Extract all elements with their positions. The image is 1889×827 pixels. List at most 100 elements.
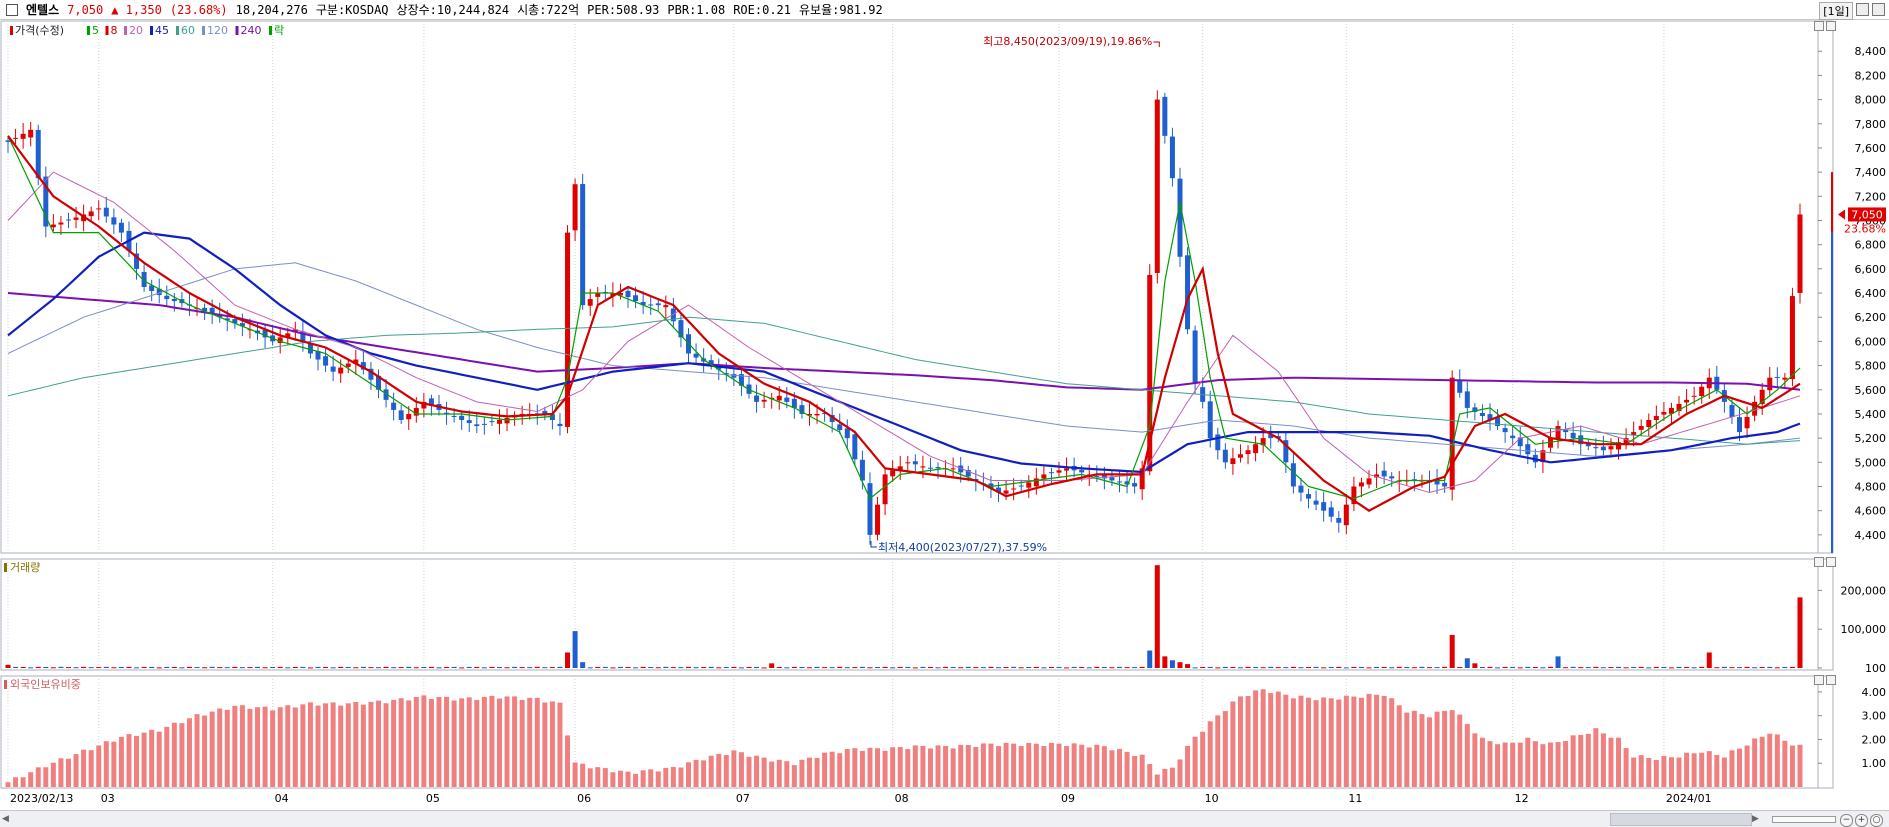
price-tick-label: 5,800: [1855, 360, 1887, 373]
foreign-ratio-bar: [186, 718, 192, 787]
pane-minimize-icon[interactable]: [1814, 21, 1824, 31]
candle-body: [1185, 255, 1191, 330]
candle-body: [428, 398, 434, 406]
candle-body: [103, 207, 109, 217]
volume-bar: [844, 667, 850, 669]
moving-average-ma120: [7, 262, 1801, 457]
candle-body: [565, 232, 571, 427]
volume-bar: [1676, 666, 1682, 668]
period-selector[interactable]: [1일]: [1819, 2, 1853, 20]
foreign-ratio-bar: [1132, 755, 1138, 787]
price-tick-label: 6,000: [1855, 335, 1887, 348]
candle-body: [1578, 435, 1584, 445]
volume-bar: [912, 667, 918, 669]
scroll-thumb[interactable]: [1610, 813, 1752, 826]
candle-body: [1351, 486, 1357, 505]
volume-bar: [1691, 667, 1697, 669]
foreign-ratio-bar: [1668, 757, 1674, 787]
candle-body: [323, 356, 329, 366]
volume-pane-minimize-icon[interactable]: [1814, 557, 1824, 567]
candle-body: [905, 462, 911, 464]
volume-bar: [81, 666, 87, 668]
foreign-ratio-bar: [1646, 757, 1652, 787]
legend-swatch: [269, 26, 272, 35]
horizontal-scrollbar[interactable]: ◀ ▶ − + ○: [0, 810, 1889, 827]
zoom-slider[interactable]: [1772, 816, 1836, 823]
candle-body: [1358, 482, 1364, 487]
foreign-ratio-bar: [1706, 751, 1712, 787]
foreign-ratio-bar: [398, 698, 404, 787]
foreign-ratio-bar: [958, 744, 964, 787]
volume-bar: [1215, 667, 1221, 669]
volume-bar: [1623, 667, 1629, 669]
volume-bar: [5, 664, 11, 668]
foreign-pane-minimize-icon[interactable]: [1814, 675, 1824, 685]
volume-bar: [1714, 667, 1720, 669]
foreign-ratio-bar: [35, 767, 41, 787]
volume-bar: [1547, 666, 1553, 668]
select-checkbox[interactable]: [6, 3, 18, 16]
volume-bar: [164, 666, 170, 668]
stock-info-bar: 엔텔스 7,050 ▲ 1,350 (23.68%) 18,204,276 구분…: [0, 0, 1889, 20]
foreign-ratio-bar: [126, 734, 132, 787]
candle-body: [134, 253, 140, 269]
foreign-ratio-bar: [217, 708, 223, 787]
volume-bar: [1018, 667, 1024, 669]
foreign-ratio-bar: [81, 749, 87, 787]
foreign-ratio-bar: [1729, 750, 1735, 787]
foreign-ratio-bar: [897, 747, 903, 787]
volume-bar: [859, 666, 865, 668]
foreign-ratio-bar: [912, 745, 918, 787]
zoom-in-icon[interactable]: +: [1855, 814, 1868, 827]
candle-body: [1457, 379, 1463, 393]
candle-body: [912, 461, 918, 465]
foreign-ratio-bar: [466, 697, 472, 787]
foreign-tick-label: 1.00: [1862, 757, 1887, 770]
zoom-out-icon[interactable]: −: [1840, 814, 1853, 827]
candle-body: [822, 413, 828, 415]
volume-bar: [935, 667, 941, 669]
foreign-ratio-bar: [232, 705, 238, 787]
zoom-reset-icon[interactable]: ○: [1870, 814, 1883, 827]
candle-body: [474, 424, 480, 427]
foreign-pane-close-icon[interactable]: [1826, 675, 1836, 685]
scroll-left-icon[interactable]: ◀: [2, 814, 9, 824]
volume-bar: [1366, 667, 1372, 669]
foreign-ratio-bar: [307, 702, 313, 787]
candle-body: [1011, 488, 1017, 490]
foreign-ratio-bar: [1283, 694, 1289, 787]
volume-bar: [1767, 666, 1773, 668]
foreign-ratio-bar: [368, 701, 374, 787]
volume-bar: [610, 667, 616, 669]
volume-bar: [633, 667, 639, 669]
volume-bar: [1207, 666, 1213, 668]
x-tick-label: 10: [1205, 792, 1219, 805]
foreign-ratio-bar: [1011, 743, 1017, 787]
volume-bar: [88, 667, 94, 669]
price-tick-label: 4,400: [1855, 529, 1887, 542]
foreign-tick-label: 3.00: [1862, 710, 1887, 723]
legend-label: 45: [155, 24, 169, 37]
candle-body: [1366, 478, 1372, 485]
scroll-right-icon[interactable]: ▶: [1752, 814, 1759, 824]
close-icon[interactable]: [1872, 3, 1885, 16]
volume-bar: [345, 667, 351, 669]
legend-label: 60: [181, 24, 195, 37]
foreign-ratio-bar: [1033, 743, 1039, 787]
foreign-ratio-bar: [1547, 742, 1553, 787]
foreign-ratio-bar: [353, 701, 359, 787]
pane-close-icon[interactable]: [1826, 21, 1836, 31]
foreign-ratio-bar: [519, 699, 525, 787]
volume-bar: [292, 666, 298, 668]
candle-body: [1268, 434, 1274, 439]
candle-body: [1336, 517, 1342, 523]
foreign-ratio-bar: [1086, 747, 1092, 787]
volume-bar: [217, 667, 223, 669]
volume-pane-close-icon[interactable]: [1826, 557, 1836, 567]
foreign-ratio-bar: [1381, 695, 1387, 787]
candle-body: [5, 140, 11, 142]
restore-icon[interactable]: [1856, 3, 1869, 16]
candle-body: [716, 366, 722, 370]
price-tick-label: 8,000: [1855, 94, 1887, 107]
